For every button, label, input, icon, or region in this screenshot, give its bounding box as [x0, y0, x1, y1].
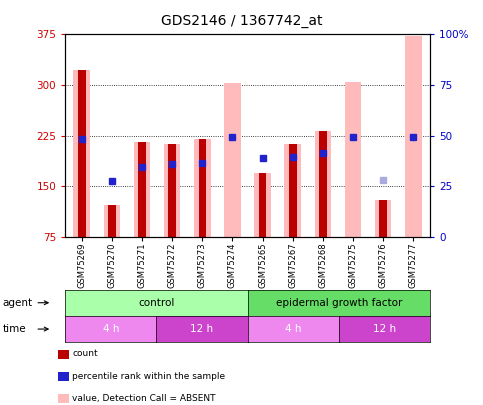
Bar — [224, 83, 241, 237]
Text: 4 h: 4 h — [285, 324, 301, 334]
Text: percentile rank within the sample: percentile rank within the sample — [72, 372, 226, 381]
Bar — [199, 139, 206, 237]
Bar — [194, 139, 211, 237]
Text: 4 h: 4 h — [102, 324, 119, 334]
Text: value, Detection Call = ABSENT: value, Detection Call = ABSENT — [72, 394, 216, 403]
Bar — [104, 205, 120, 237]
Bar — [345, 82, 361, 237]
Bar — [164, 144, 181, 237]
Bar — [375, 200, 391, 237]
Bar — [134, 143, 150, 237]
Bar — [259, 173, 266, 237]
Text: control: control — [138, 298, 174, 308]
Bar — [314, 131, 331, 237]
Bar — [255, 173, 271, 237]
Bar — [319, 131, 327, 237]
Bar — [284, 144, 301, 237]
Text: time: time — [2, 324, 26, 334]
Text: count: count — [72, 350, 98, 358]
Bar — [108, 205, 116, 237]
Bar — [379, 200, 387, 237]
Text: agent: agent — [2, 298, 32, 308]
Bar — [169, 144, 176, 237]
Text: 12 h: 12 h — [190, 324, 213, 334]
Bar — [78, 70, 85, 237]
Text: 12 h: 12 h — [373, 324, 396, 334]
Text: GDS2146 / 1367742_at: GDS2146 / 1367742_at — [161, 14, 322, 28]
Bar — [289, 144, 297, 237]
Bar — [138, 143, 146, 237]
Bar — [73, 70, 90, 237]
Text: epidermal growth factor: epidermal growth factor — [275, 298, 402, 308]
Bar — [405, 36, 422, 237]
